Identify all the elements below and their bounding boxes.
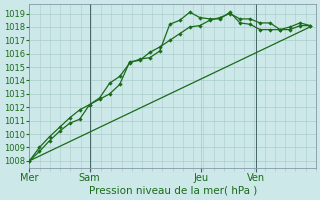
X-axis label: Pression niveau de la mer( hPa ): Pression niveau de la mer( hPa ) (89, 186, 257, 196)
